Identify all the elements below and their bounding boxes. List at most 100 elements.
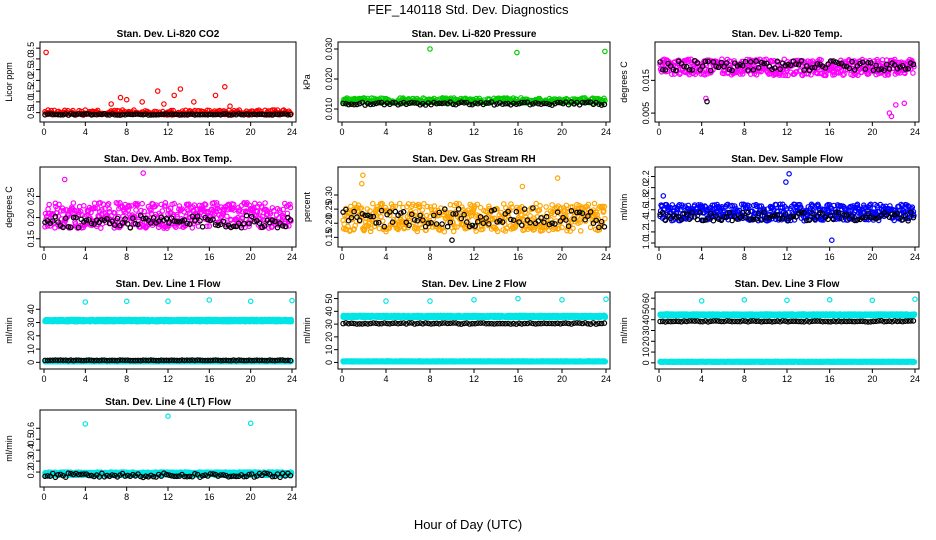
- data-point: [486, 203, 492, 210]
- data-point: [439, 100, 445, 107]
- data-point: [747, 58, 754, 65]
- data-point: [455, 100, 462, 107]
- data-point: [783, 179, 789, 185]
- data-point: [122, 216, 128, 222]
- data-point: [456, 201, 463, 207]
- data-point: [56, 201, 62, 208]
- x-tick-label: 4: [83, 374, 88, 384]
- data-point: [202, 111, 209, 118]
- data-point: [246, 202, 253, 209]
- data-point: [574, 209, 580, 216]
- data-point: [127, 225, 134, 231]
- x-tick-label: 8: [427, 252, 432, 262]
- data-point: [436, 100, 443, 107]
- data-point: [486, 221, 492, 227]
- data-point: [494, 101, 500, 107]
- data-point: [466, 101, 473, 108]
- data-point: [395, 102, 401, 108]
- data-point: [505, 100, 511, 107]
- data-point: [472, 100, 478, 106]
- data-point: [112, 222, 118, 228]
- data-point: [494, 206, 500, 212]
- data-point: [99, 206, 105, 213]
- y-tick-label: 1.0: [641, 237, 651, 250]
- data-point: [552, 221, 558, 227]
- data-point: [753, 58, 759, 64]
- data-point: [433, 100, 440, 107]
- x-tick-label: 12: [469, 252, 479, 262]
- data-point: [165, 298, 171, 305]
- data-point: [851, 217, 858, 224]
- data-point: [442, 206, 448, 212]
- data-point: [822, 65, 829, 71]
- data-point: [257, 209, 263, 215]
- data-point: [891, 211, 898, 218]
- data-point: [699, 63, 706, 70]
- data-point: [176, 219, 183, 225]
- data-point: [579, 210, 586, 217]
- data-point: [428, 220, 434, 226]
- data-point: [494, 219, 500, 225]
- data-point: [779, 72, 786, 78]
- data-point: [246, 111, 252, 118]
- y-axis-label: ml/min: [619, 194, 629, 221]
- y-tick-label: 0.005: [641, 102, 651, 125]
- data-point: [455, 206, 462, 212]
- data-point: [591, 200, 598, 207]
- data-point: [109, 111, 116, 117]
- data-point: [378, 213, 384, 220]
- data-point: [536, 223, 542, 230]
- y-tick-label: 2.2: [641, 170, 651, 183]
- data-point: [750, 216, 757, 223]
- y-axis-label: ml/min: [4, 317, 14, 344]
- data-point: [97, 199, 104, 206]
- data-point: [809, 210, 815, 217]
- data-point: [228, 112, 234, 118]
- data-point: [519, 222, 525, 229]
- data-point: [806, 217, 813, 224]
- data-point: [475, 100, 481, 107]
- x-tick-label: 16: [204, 127, 214, 137]
- y-tick-label: 0.30: [324, 186, 334, 204]
- data-point: [715, 216, 722, 223]
- data-point: [685, 56, 692, 63]
- data-point: [159, 208, 166, 214]
- data-point: [546, 101, 553, 108]
- data-point: [230, 223, 237, 230]
- data-point: [186, 221, 193, 228]
- data-point: [557, 218, 564, 224]
- data-point: [205, 216, 211, 223]
- data-point: [723, 60, 730, 66]
- x-tick-label: 24: [910, 127, 920, 137]
- data-point: [513, 101, 520, 108]
- data-point: [755, 210, 762, 217]
- data-point: [491, 206, 498, 213]
- data-point: [246, 223, 252, 230]
- data-point: [105, 200, 112, 207]
- data-point: [795, 61, 802, 68]
- data-point: [593, 217, 599, 224]
- data-point: [220, 111, 227, 117]
- data-point: [841, 71, 847, 78]
- data-point: [560, 100, 566, 107]
- data-point: [259, 111, 265, 118]
- data-point: [119, 220, 126, 226]
- data-point: [264, 208, 271, 214]
- x-tick-label: 16: [513, 127, 523, 137]
- data-point: [521, 206, 528, 212]
- data-point: [288, 316, 295, 323]
- panel-title: Stan. Dev. Li-820 Temp.: [732, 29, 843, 40]
- data-point: [886, 66, 893, 72]
- data-point: [109, 218, 116, 225]
- x-tick-label: 12: [163, 127, 173, 137]
- data-point: [400, 208, 407, 215]
- x-tick-label: 24: [287, 374, 297, 384]
- data-point: [386, 225, 393, 231]
- data-point: [883, 61, 890, 68]
- data-point: [130, 215, 136, 222]
- x-tick-label: 8: [742, 252, 747, 262]
- x-tick-label: 8: [124, 127, 129, 137]
- data-point: [681, 210, 687, 217]
- data-point: [809, 64, 815, 71]
- data-point: [718, 217, 725, 224]
